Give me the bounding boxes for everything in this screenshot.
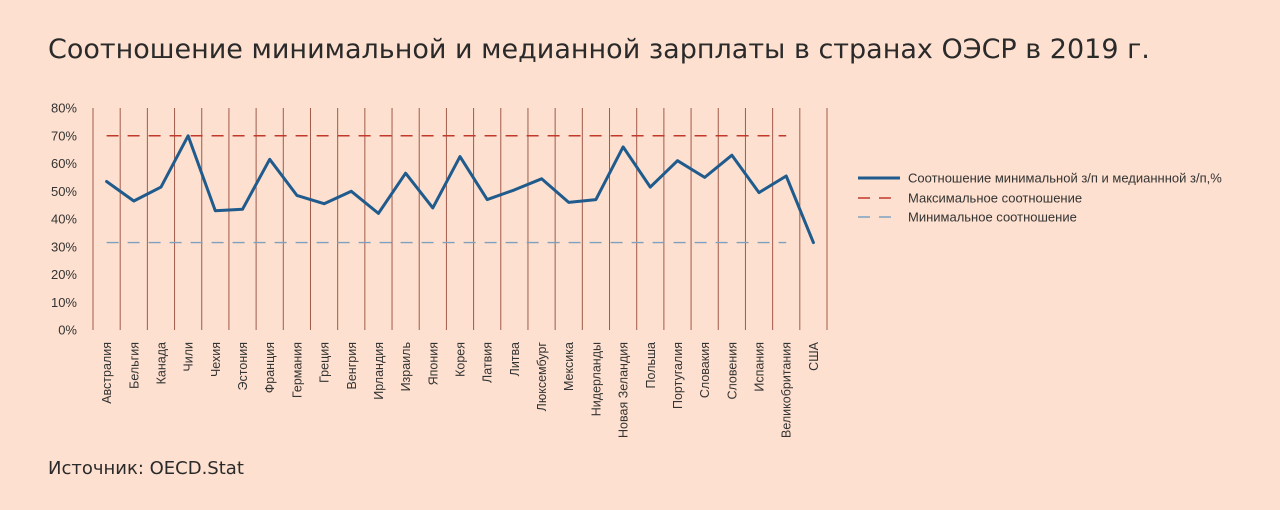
series-lines (105, 134, 815, 245)
y-tick-label: 40% (51, 212, 77, 227)
x-tick-label: Латвия (481, 342, 495, 383)
y-tick-label: 60% (51, 156, 77, 171)
legend-label: Максимальное соотношение (908, 191, 1082, 206)
x-axis: Австралия Бельгия Канада Чили Чехия Эстония Фр… (100, 341, 821, 438)
legend-label: Минимальное соотношение (908, 210, 1077, 225)
y-tick-label: 30% (51, 239, 77, 254)
x-tick-label: Новая Зеландия (617, 342, 631, 438)
y-tick-label: 50% (51, 184, 77, 199)
legend-label: Соотношение минимальной з/п и медианнной… (908, 171, 1222, 186)
x-tick-label: Люксембург (535, 342, 549, 412)
ratio-series-line (105, 134, 815, 245)
x-tick-label: Чехия (209, 342, 223, 377)
x-tick-label: Польша (644, 342, 658, 388)
x-tick-label: Канада (154, 342, 168, 384)
x-tick-label: Словакия (698, 342, 712, 398)
x-tick-label: Франция (263, 342, 277, 393)
x-tick-label: Португалия (671, 342, 685, 409)
reference-lines (106, 135, 787, 244)
x-tick-label: Израиль (399, 342, 413, 391)
x-tick-label: Греция (318, 342, 332, 383)
x-tick-label: Чили (182, 342, 196, 372)
y-tick-label: 70% (51, 128, 77, 143)
y-tick-label: 80% (51, 101, 77, 116)
y-tick-label: 20% (51, 267, 77, 282)
x-tick-label: Испания (753, 342, 767, 392)
y-tick-label: 0% (58, 323, 77, 338)
x-tick-label: Корея (454, 342, 468, 377)
x-tick-label: Литва (508, 342, 522, 376)
vertical-gridlines (92, 108, 828, 330)
source-note: Источник: OECD.Stat (48, 458, 244, 479)
x-tick-label: Словения (725, 342, 739, 400)
x-tick-label: США (807, 341, 821, 370)
x-tick-label: Австралия (100, 342, 114, 404)
x-tick-label: Эстония (236, 342, 250, 390)
x-tick-label: Бельгия (127, 342, 141, 389)
chart-title: Соотношение минимальной и медианной зарп… (48, 34, 1150, 65)
x-tick-label: Германия (290, 342, 304, 398)
x-tick-label: Мексика (562, 342, 576, 391)
x-tick-label: Великобритания (780, 342, 794, 438)
y-tick-label: 10% (51, 295, 77, 310)
x-tick-label: Нидерланды (589, 342, 603, 416)
legend: Соотношение минимальной з/п и медианнной… (858, 171, 1222, 225)
x-tick-label: Ирландия (372, 342, 386, 400)
x-tick-label: Венгрия (345, 342, 359, 389)
y-axis: 0% 10% 20% 30% 40% 50% 60% 70% 80% (51, 101, 77, 338)
x-tick-label: Япония (426, 342, 440, 385)
